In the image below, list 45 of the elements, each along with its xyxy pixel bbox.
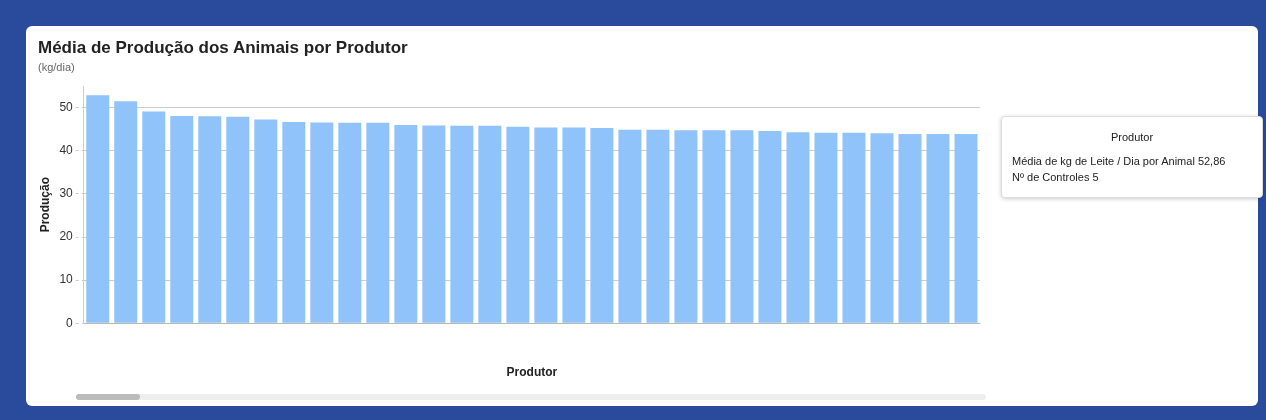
y-tick-label: 50 (59, 100, 74, 115)
bar (954, 134, 978, 323)
bar (366, 122, 390, 323)
bar (282, 121, 306, 323)
bar (926, 134, 950, 323)
y-tick-label: 10 (59, 272, 74, 287)
y-tick-label: 0 (66, 315, 74, 330)
bar (646, 129, 670, 323)
bar (394, 124, 418, 323)
bar (478, 125, 502, 323)
bar (814, 132, 838, 323)
bar (142, 111, 166, 323)
bar (310, 122, 334, 323)
bar (506, 126, 530, 323)
bar (562, 127, 586, 323)
bar (86, 95, 110, 323)
bar (702, 130, 726, 323)
bar (758, 131, 782, 323)
chart-title: Média de Produção dos Animais por Produtor (38, 38, 408, 58)
y-tick-label: 30 (59, 186, 74, 201)
y-tick-label: 20 (59, 229, 74, 244)
text: Produtor (1109, 131, 1155, 143)
text: Média de kg de Leite / Dia por Animal 52,86 (1012, 155, 1227, 167)
bar (170, 115, 194, 323)
bar (114, 101, 138, 323)
bar (674, 130, 698, 323)
bar (338, 122, 362, 323)
text: Nº de Controles 5 (1012, 171, 1100, 183)
bar (254, 119, 278, 323)
y-axis-title: Produção (37, 177, 52, 233)
bar (870, 133, 894, 323)
x-axis-title: Produtor (506, 365, 558, 380)
bar (422, 125, 446, 323)
chart-subtitle: (kg/dia) (38, 61, 75, 73)
bar (786, 132, 810, 323)
bar (618, 129, 642, 323)
y-tick-label: 40 (59, 143, 74, 158)
bar (534, 127, 558, 323)
bar (898, 134, 922, 323)
bar (842, 132, 866, 323)
bar (590, 128, 614, 323)
bar (730, 130, 754, 323)
bar (198, 116, 222, 323)
bar (226, 116, 250, 323)
bar (450, 125, 474, 323)
